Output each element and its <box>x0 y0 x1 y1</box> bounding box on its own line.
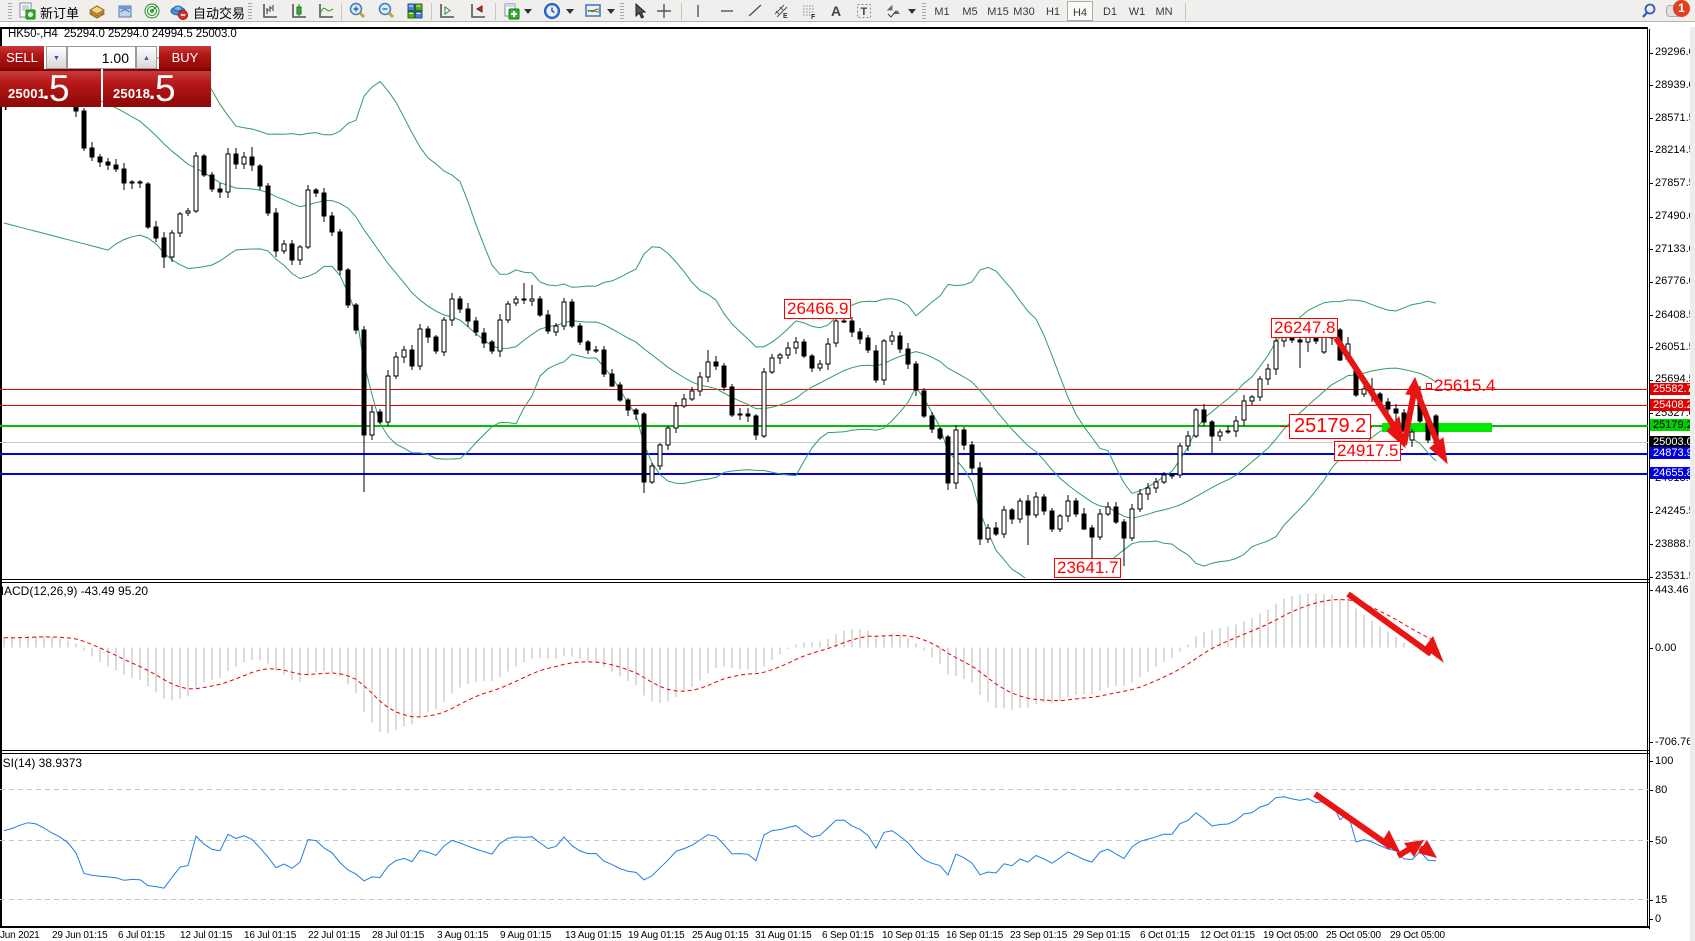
svg-text:T: T <box>861 6 868 18</box>
svg-text:F: F <box>811 14 816 20</box>
svg-text:E: E <box>783 13 788 20</box>
